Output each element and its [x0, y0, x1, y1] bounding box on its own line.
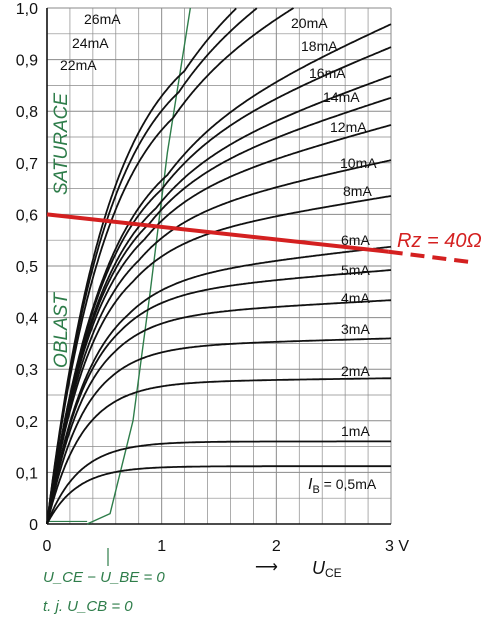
curve-4mA — [46, 299, 392, 525]
y-tick-label: 0,5 — [16, 259, 38, 276]
curve-label: 12mA — [330, 119, 367, 135]
curve-12mA — [46, 124, 392, 525]
curve-label: 18mA — [301, 38, 338, 54]
curve-2mA — [46, 377, 392, 525]
curve-18mA — [46, 46, 392, 525]
curve-label: 16mA — [309, 65, 346, 81]
curve-10mA — [46, 159, 392, 525]
curve-label: 26mA — [84, 11, 121, 27]
y-tick-label: 0,6 — [16, 207, 38, 224]
region-label-oblast: OBLAST — [51, 292, 72, 368]
x-axis-label-sub: CE — [325, 566, 342, 580]
curve-8mA — [46, 195, 392, 525]
load-line-solid — [46, 212, 389, 254]
y-tick-label: 0 — [29, 517, 38, 534]
curve-5mA — [46, 269, 392, 525]
curve-3mA — [46, 337, 391, 525]
saturation-boundary-line — [86, 7, 192, 525]
curve-26mA — [46, 7, 237, 525]
ib-label: IB = 0,5mA — [308, 476, 377, 496]
load-line-dashed — [388, 249, 471, 265]
x-tick-label: 1 — [157, 538, 166, 555]
x-axis-label-main: U — [312, 558, 326, 578]
curve-label: 22mA — [60, 57, 97, 73]
curve-20mA — [46, 23, 392, 525]
curve-label: 4mA — [341, 290, 370, 306]
x-tick-label: 2 — [272, 538, 281, 555]
curve-label: 14mA — [323, 89, 360, 105]
curve-label: 3mA — [341, 321, 370, 337]
curve-6mA — [46, 245, 392, 525]
curve-label: 5mA — [341, 262, 370, 278]
x-axis-label: UCE — [312, 558, 342, 580]
load-line — [46, 212, 471, 265]
curve-22mA — [46, 7, 295, 525]
curve-label: 10mA — [340, 155, 377, 171]
y-tick-label: 0,2 — [16, 414, 38, 431]
curve-label: 2mA — [341, 363, 370, 379]
curve-label: 8mA — [343, 183, 372, 199]
x-axis-arrow: ⟶ — [255, 559, 278, 576]
curve-labels: 1mA 2mA 3mA 4mA 5mA 6mA 8mA 10mA 12mA 14mA 16mA 18m… — [60, 11, 377, 439]
y-tick-label: 0,4 — [16, 311, 38, 328]
saturation-boundary-curve — [47, 7, 192, 525]
y-tick-label: 1,0 — [16, 1, 38, 18]
ib-label-subscript: B — [312, 484, 319, 496]
grid — [46, 7, 392, 525]
region-label-saturation: SATURACE — [51, 93, 72, 195]
x-tick-label: 3 V — [385, 538, 409, 555]
ib-label-value: = 0,5mA — [320, 476, 377, 492]
y-tick-label: 0,1 — [16, 465, 38, 482]
curve-label: 24mA — [72, 35, 109, 51]
curve-16mA — [46, 74, 392, 525]
curve-label: 6mA — [341, 232, 370, 248]
curve-label: 1mA — [341, 423, 370, 439]
note-condition-1: U_CE − U_BE = 0 — [43, 569, 165, 586]
curve-label: 20mA — [291, 15, 328, 31]
x-tick-label: 0 — [43, 538, 52, 555]
y-tick-label: 0,8 — [16, 104, 38, 121]
rz-annotation: Rz = 40Ω — [397, 230, 482, 252]
curve-24mA — [46, 7, 258, 525]
curve-14mA — [46, 96, 392, 525]
note-condition-2: t. j. U_CB = 0 — [43, 598, 133, 615]
curve-1mA — [46, 440, 391, 525]
collector-curves — [46, 7, 392, 525]
ib-label-symbol: I — [308, 476, 313, 493]
y-tick-label: 0,7 — [16, 156, 38, 173]
tick-labels: 0 0,1 0,2 0,3 0,4 0,5 0,6 0,7 0,8 0,9 1,0 0 1 2 3 V — [16, 1, 410, 555]
y-tick-label: 0,3 — [16, 362, 38, 379]
y-tick-label: 0,9 — [16, 53, 38, 70]
curve-0,5mA — [46, 465, 391, 525]
axes — [46, 8, 391, 525]
